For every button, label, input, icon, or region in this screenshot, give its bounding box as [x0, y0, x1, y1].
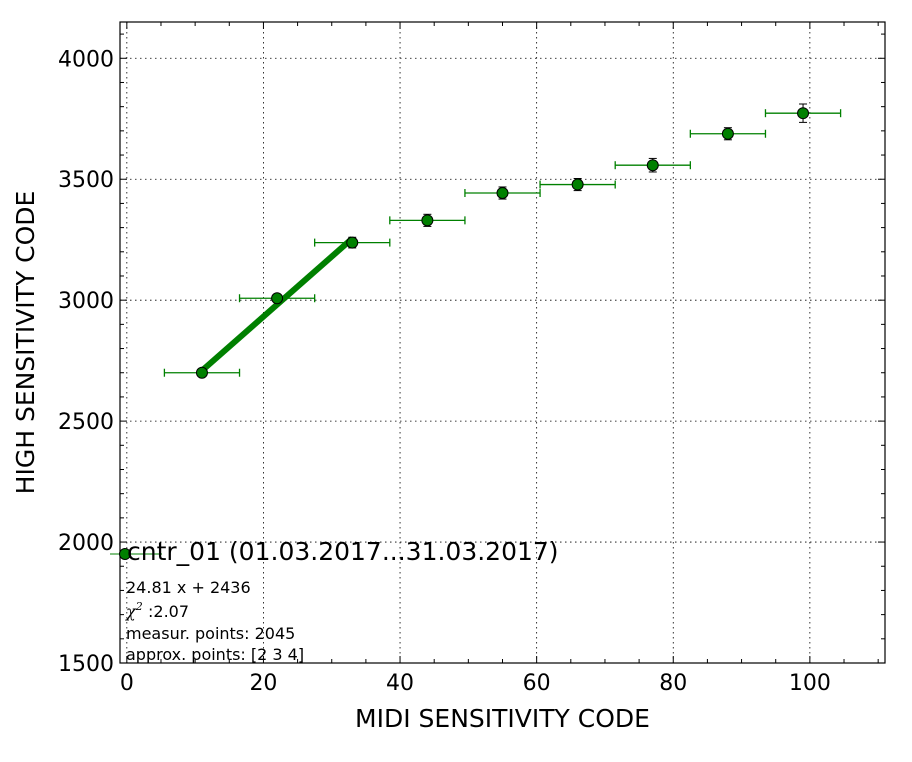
y-axis-label: HIGH SENSITIVITY CODE — [11, 191, 40, 495]
chi-superscript: 2 — [135, 600, 143, 613]
chi-square-symbol: χ2 — [125, 600, 143, 621]
x-tick-labels: 0 20 40 60 80 100 — [120, 671, 831, 696]
legend: cntr_01 (01.03.2017...31.03.2017) 24.81 … — [110, 537, 559, 664]
fit-line-layer — [199, 236, 355, 373]
x-tick-label: 40 — [386, 671, 414, 696]
x-tick-label: 100 — [789, 671, 831, 696]
legend-series-label: cntr_01 (01.03.2017...31.03.2017) — [127, 537, 559, 566]
y-tick-label: 4000 — [58, 47, 114, 72]
data-point — [346, 236, 359, 249]
x-tick-label: 20 — [249, 671, 277, 696]
x-tick-label: 80 — [659, 671, 687, 696]
y-tick-label: 3500 — [58, 168, 114, 193]
x-axis-label: MIDI SENSITIVITY CODE — [355, 704, 650, 733]
y-tick-label: 2000 — [58, 531, 114, 556]
y-tick-label: 1500 — [58, 652, 114, 677]
data-point — [797, 107, 810, 120]
data-point — [421, 214, 434, 227]
measured-points: measur. points: 2045 — [126, 624, 295, 643]
y-tick-label: 2500 — [58, 410, 114, 435]
x-tick-label: 0 — [120, 671, 134, 696]
chi-square-value: :2.07 — [148, 602, 189, 621]
minor-ticks — [120, 22, 885, 663]
plot-frame — [119, 21, 886, 664]
fit-equation: 24.81 x + 2436 — [126, 578, 251, 597]
fit-line — [199, 236, 355, 373]
data-point — [571, 178, 584, 191]
grid — [120, 22, 885, 663]
chi-symbol: χ — [125, 602, 137, 621]
data-point — [496, 187, 509, 200]
data-point — [721, 127, 734, 140]
legend-marker — [119, 548, 131, 560]
data-point — [271, 292, 284, 305]
x-tick-label: 60 — [523, 671, 551, 696]
data-point — [646, 159, 659, 172]
approx-points: approx. points: [2 3 4] — [126, 645, 304, 664]
y-tick-label: 3000 — [58, 289, 114, 314]
data-point — [195, 366, 208, 379]
y-tick-labels: 1500 2000 2500 3000 3500 4000 — [58, 47, 114, 677]
data-points — [195, 107, 810, 379]
